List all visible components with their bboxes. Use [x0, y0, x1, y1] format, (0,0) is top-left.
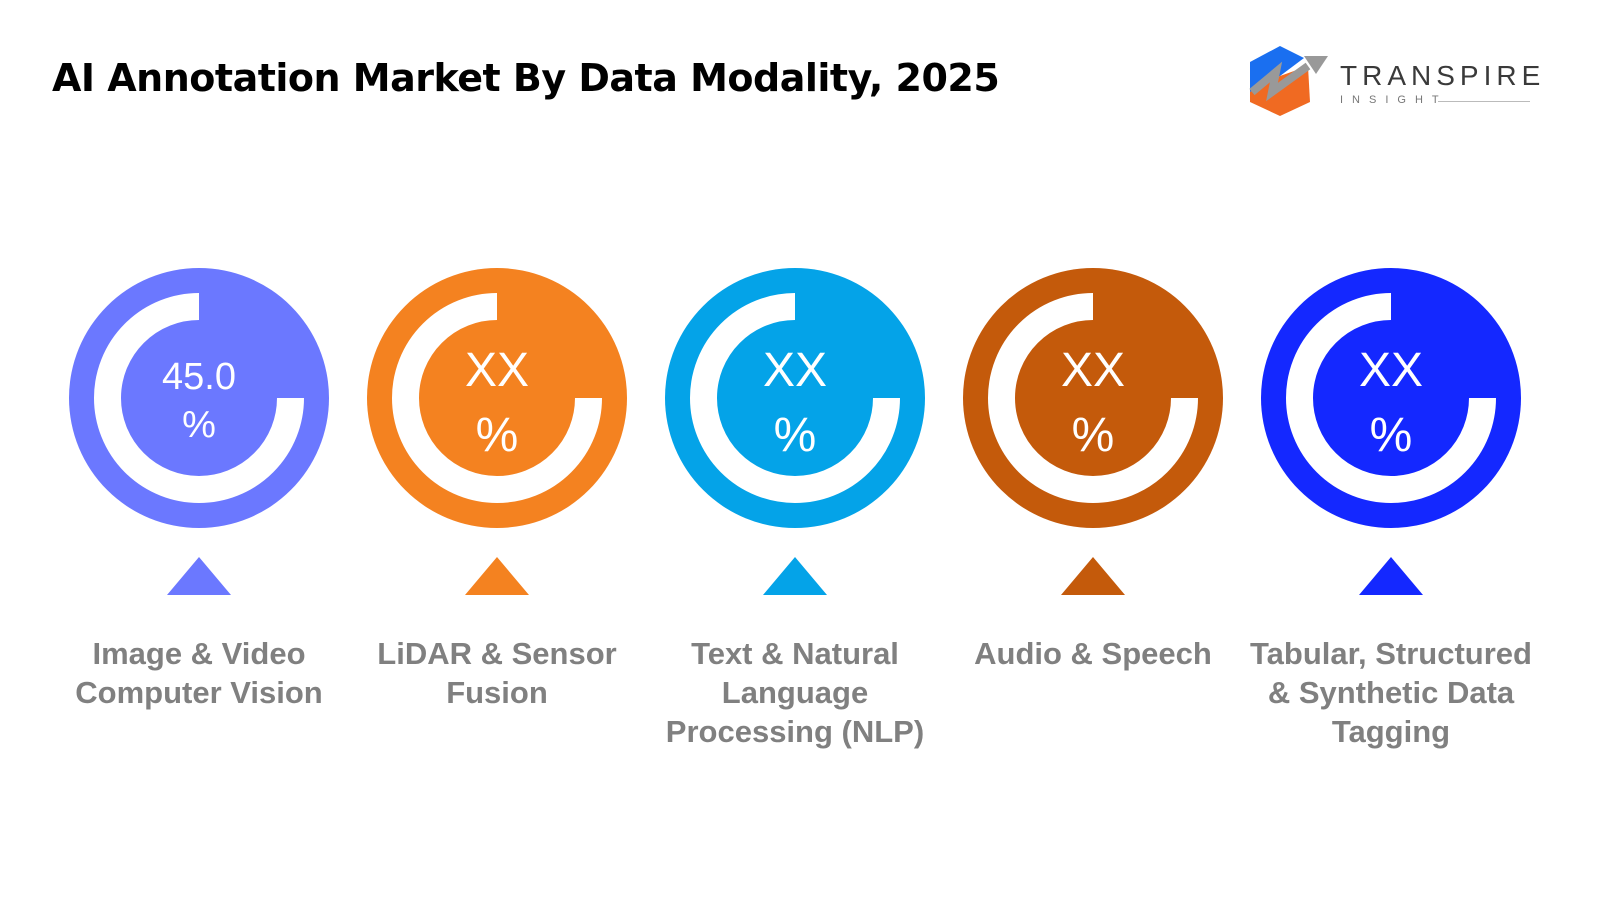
category-label: Tabular, Structured & Synthetic Data Taggi… — [1241, 634, 1541, 751]
category-label-line: Language — [721, 675, 869, 710]
value-unit: % — [774, 409, 817, 462]
category-label-line: Processing (NLP) — [665, 714, 925, 749]
page-title: AI Annotation Market By Data Modality, 2… — [52, 56, 1000, 100]
logo-icon — [1249, 46, 1328, 116]
category-label-line: Computer Vision — [75, 675, 323, 710]
category-label-line: Audio & Speech — [974, 636, 1212, 671]
triangle-marker — [1061, 557, 1125, 595]
donut-ring-arc — [94, 293, 304, 503]
category-label: Audio & Speech — [943, 634, 1243, 673]
category-label-line: Tagging — [1331, 714, 1451, 749]
donut-ring-arc — [988, 293, 1198, 503]
category-label-line: LiDAR & Sensor — [377, 636, 617, 671]
logo-name: TRANSPIRE — [1340, 60, 1546, 91]
donut-ring-arc — [1286, 293, 1496, 503]
category-label-line: Text & Natural — [691, 636, 899, 671]
donut-ring-arc — [392, 293, 602, 503]
value-label: XX — [1061, 344, 1125, 397]
logo-sub: INSIGHT — [1340, 94, 1448, 106]
logo: TRANSPIRE INSIGHT — [1246, 44, 1540, 119]
triangle-marker — [763, 557, 827, 595]
value-label: 45.0 — [162, 356, 236, 398]
category-label-line: Tabular, Structured — [1250, 636, 1532, 671]
value-unit: % — [1370, 409, 1413, 462]
value-unit: % — [182, 404, 216, 446]
category-label-line: Image & Video — [92, 636, 306, 671]
category-label: LiDAR & Sensor Fusion — [347, 634, 647, 712]
logo-divider — [1438, 101, 1530, 102]
triangle-marker — [465, 557, 529, 595]
triangle-marker — [1359, 557, 1423, 595]
value-unit: % — [476, 409, 519, 462]
donut-ring-arc — [690, 293, 900, 503]
value-label: XX — [465, 344, 529, 397]
value-label: XX — [763, 344, 827, 397]
value-label: XX — [1359, 344, 1423, 397]
category-label-line: & Synthetic Data — [1267, 675, 1515, 710]
category-label: Text & Natural Language Processing (NLP) — [645, 634, 945, 751]
category-label: Image & Video Computer Vision — [49, 634, 349, 712]
category-label-line: Fusion — [446, 675, 548, 710]
value-unit: % — [1072, 409, 1115, 462]
triangle-marker — [167, 557, 231, 595]
